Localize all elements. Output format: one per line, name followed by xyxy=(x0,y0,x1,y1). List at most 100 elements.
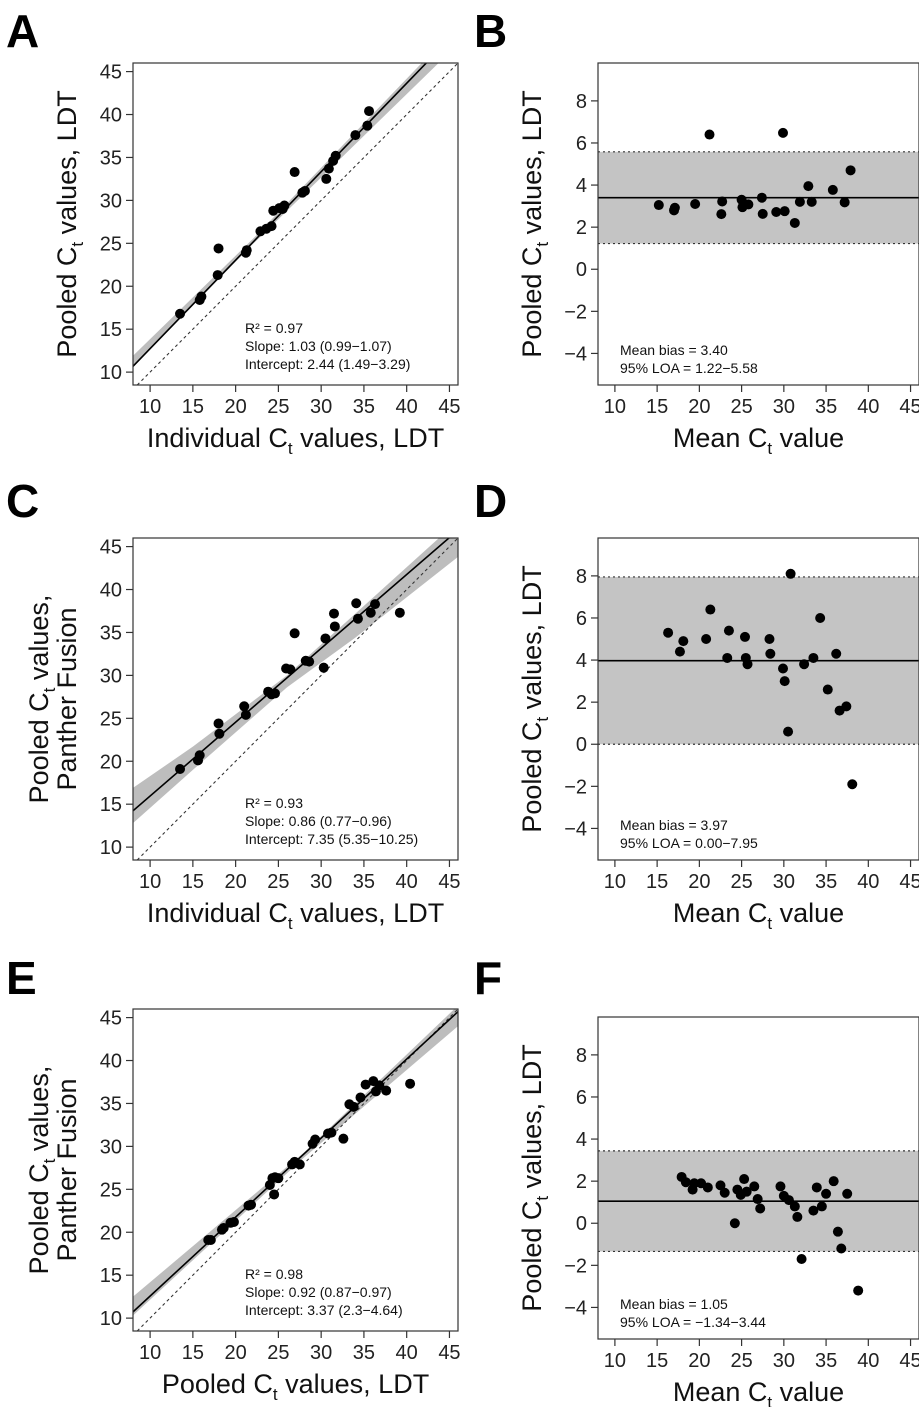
chart-c-x-tick-label: 45 xyxy=(438,871,460,893)
chart-b-annotation: 95% LOA = 1.22−5.58 xyxy=(620,360,758,376)
chart-e-plot-area xyxy=(133,1009,458,1331)
chart-a-x-tick-label: 25 xyxy=(267,396,289,418)
chart-e-point xyxy=(269,1189,280,1200)
chart-f-y-tick-label: 0 xyxy=(576,1213,587,1235)
chart-c-y-axis-title: Pooled Ct values, xyxy=(24,595,59,804)
chart-c: 10 15 20 25 30 35 40 45 10 15 20 25 30 35 40 45 Individu… xyxy=(24,537,460,933)
chart-a-y-tick-label: 10 xyxy=(100,362,122,384)
chart-d-point xyxy=(779,676,790,687)
chart-e-point xyxy=(246,1199,257,1210)
chart-e-point xyxy=(360,1079,371,1090)
chart-f-x-axis-title: Mean Ct value xyxy=(673,1377,844,1407)
panel-letter-b: B xyxy=(474,5,508,57)
chart-f-x-tick-label: 35 xyxy=(815,1350,837,1372)
chart-f-point xyxy=(789,1201,800,1212)
chart-e-point xyxy=(374,1080,385,1091)
chart-b-point xyxy=(803,181,814,192)
chart-f-y-tick-label: −4 xyxy=(564,1297,587,1319)
chart-f-point xyxy=(842,1188,853,1199)
chart-b-x-tick-label: 40 xyxy=(857,396,879,418)
chart-d-y-tick-label: 2 xyxy=(576,692,587,714)
chart-a-point xyxy=(289,167,300,178)
chart-f-annotation: 95% LOA = −1.34−3.44 xyxy=(620,1314,766,1330)
chart-f-point xyxy=(821,1188,832,1199)
chart-f-point xyxy=(729,1218,740,1229)
chart-e-y-tick-label: 40 xyxy=(100,1051,122,1073)
chart-d-plot-area xyxy=(598,568,919,790)
chart-b-point xyxy=(777,127,788,138)
chart-d-point xyxy=(764,634,775,645)
chart-a-frame xyxy=(132,62,459,386)
chart-b-y-tick-label: 0 xyxy=(576,259,587,281)
chart-c-x-tick-label: 15 xyxy=(182,871,204,893)
chart-e-point xyxy=(310,1134,321,1145)
chart-e-point xyxy=(273,1173,284,1184)
chart-c-annotation: Intercept: 7.35 (5.35−10.25) xyxy=(245,831,418,847)
chart-f-x-tick-label: 25 xyxy=(730,1350,752,1372)
chart-f-y-tick-label: −2 xyxy=(564,1255,587,1277)
chart-d-point xyxy=(701,634,712,645)
chart-d-point xyxy=(841,701,852,712)
chart-c-regression-line xyxy=(133,538,451,812)
chart-b-point xyxy=(839,197,850,208)
chart-d-point xyxy=(847,779,858,790)
chart-d-point xyxy=(822,684,833,695)
chart-c-point xyxy=(318,662,329,673)
chart-b-point xyxy=(669,202,680,213)
chart-e-x-tick-label: 45 xyxy=(438,1342,460,1364)
chart-a-x-tick-label: 35 xyxy=(353,396,375,418)
chart-f-y-tick-label: 6 xyxy=(576,1087,587,1109)
chart-b-y-tick-label: 4 xyxy=(576,175,587,197)
chart-f-x-tick-label: 10 xyxy=(604,1350,626,1372)
chart-b-x-tick-label: 45 xyxy=(899,396,919,418)
chart-e-x-tick-label: 15 xyxy=(182,1342,204,1364)
chart-c-y-tick-label: 15 xyxy=(100,794,122,816)
chart-d-point xyxy=(808,652,819,663)
chart-b-point xyxy=(653,200,664,211)
chart-c-point xyxy=(194,750,205,761)
chart-f-point xyxy=(792,1211,803,1222)
chart-e-point xyxy=(348,1101,359,1112)
chart-a-point xyxy=(266,221,277,232)
chart-f: 10 15 20 25 30 35 40 45 −4 −2 0 2 4 6 8 Mean Ct value Po… xyxy=(517,1016,919,1407)
chart-c-x-tick-label: 30 xyxy=(310,871,332,893)
chart-b-y-axis-title: Pooled Ct values, LDT xyxy=(517,90,552,357)
chart-b-frame xyxy=(597,62,919,386)
chart-f-y-tick-label: 4 xyxy=(576,1129,587,1151)
chart-c-point xyxy=(394,607,405,618)
chart-b: 10 15 20 25 30 35 40 45 −4 −2 0 2 4 6 8 Mean Ct value Po… xyxy=(517,62,919,458)
chart-b-point xyxy=(743,199,754,210)
chart-f-point xyxy=(752,1194,763,1205)
chart-c-annotation: R² = 0.93 xyxy=(245,795,303,811)
chart-c-y-tick-label: 20 xyxy=(100,751,122,773)
chart-b-annotation: Mean bias = 3.40 xyxy=(620,342,728,358)
chart-d-point xyxy=(799,659,810,670)
chart-c-x-axis-title: Individual Ct values, LDT xyxy=(147,898,444,933)
chart-b-y-tick-label: −4 xyxy=(564,343,587,365)
panel-letter-a: A xyxy=(6,5,40,57)
chart-d-x-tick-label: 45 xyxy=(899,871,919,893)
chart-f-point xyxy=(739,1174,750,1185)
chart-f-point xyxy=(775,1181,786,1192)
chart-b-point xyxy=(690,199,701,210)
chart-c-y-axis-title: Panther Fusion xyxy=(52,607,82,790)
chart-a-y-tick-label: 45 xyxy=(100,62,122,84)
chart-e-x-axis-title: Pooled Ct values, LDT xyxy=(162,1369,429,1404)
chart-b-point xyxy=(704,129,715,140)
chart-b-point xyxy=(756,192,767,203)
chart-a-point xyxy=(196,291,207,302)
chart-d-annotation: Mean bias = 3.97 xyxy=(620,817,728,833)
chart-f-y-axis-title: Pooled Ct values, LDT xyxy=(517,1044,552,1311)
chart-f-point xyxy=(741,1186,752,1197)
chart-e-x-tick-label: 10 xyxy=(139,1342,161,1364)
chart-c-point xyxy=(320,633,331,644)
chart-b-point xyxy=(717,196,728,207)
chart-a-point xyxy=(212,270,223,281)
chart-a-point xyxy=(279,200,290,211)
chart-b-point xyxy=(771,207,782,218)
chart-c-confidence-band xyxy=(133,538,458,824)
chart-a-point xyxy=(213,243,224,254)
chart-c-point xyxy=(175,763,186,774)
chart-a-y-tick-label: 35 xyxy=(100,147,122,169)
chart-d-point xyxy=(783,726,794,737)
